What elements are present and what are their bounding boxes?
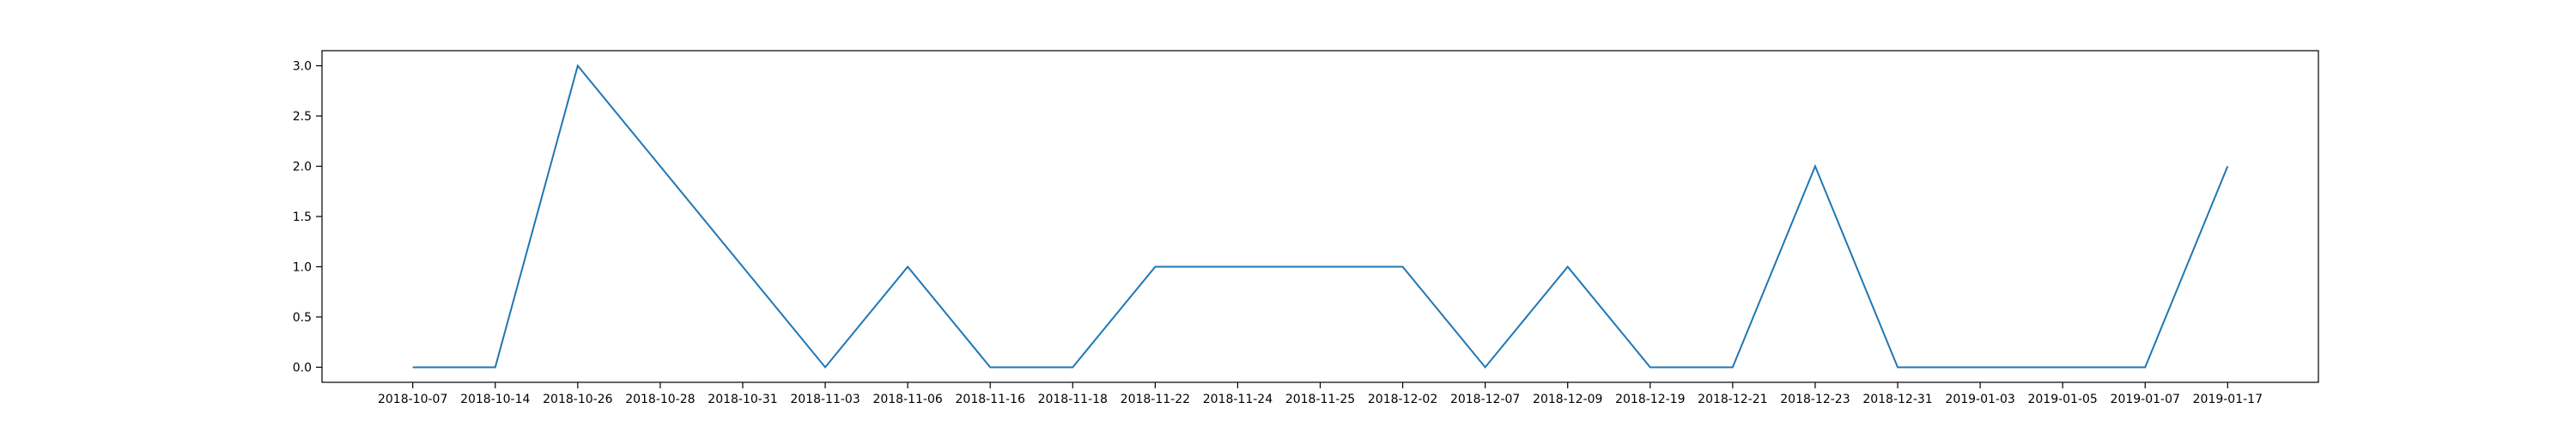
x-tick-label: 2018-11-18 [1038, 393, 1108, 406]
x-tick-label: 2018-10-26 [543, 393, 612, 406]
x-tick-label: 2018-10-07 [378, 393, 447, 406]
x-tick-label: 2018-11-22 [1121, 393, 1190, 406]
x-tick-label: 2018-11-25 [1285, 393, 1355, 406]
x-tick-label: 2018-12-07 [1450, 393, 1520, 406]
x-tick-label: 2018-10-31 [708, 393, 777, 406]
x-tick-label: 2018-10-14 [460, 393, 530, 406]
axes-frame [321, 50, 2319, 383]
x-tick-label: 2018-11-16 [956, 393, 1025, 406]
x-tick-label: 2018-11-03 [790, 393, 860, 406]
x-tick-label: 2018-11-24 [1203, 393, 1273, 406]
plot-area: 0.0 0.5 1.0 1.5 2.0 2.5 3.0 2018-10-07 2018-10-1… [293, 50, 2319, 406]
x-tick-label: 2018-11-06 [872, 393, 942, 406]
y-tick-label: 1.5 [293, 210, 312, 224]
x-tick-label: 2018-12-09 [1533, 393, 1602, 406]
y-tick-label: 0.0 [293, 361, 312, 375]
x-tick-label: 2018-12-31 [1862, 393, 1932, 406]
x-tick-label: 2018-12-21 [1698, 393, 1767, 406]
x-tick-label: 2018-10-28 [625, 393, 695, 406]
x-tick-label: 2019-01-17 [2193, 393, 2263, 406]
y-tick-label: 2.0 [293, 161, 312, 174]
x-tick-label: 2018-12-23 [1780, 393, 1850, 406]
y-tick-label: 2.5 [293, 110, 312, 124]
x-tick-label: 2018-12-19 [1615, 393, 1685, 406]
y-tick-label: 3.0 [293, 60, 312, 74]
series-line [412, 64, 2229, 369]
x-tick-label: 2019-01-07 [2111, 393, 2180, 406]
y-tick-label: 1.0 [293, 260, 312, 274]
x-tick-label: 2019-01-03 [1945, 393, 2014, 406]
x-tick-label: 2018-12-02 [1368, 393, 1437, 406]
y-tick-label: 0.5 [293, 311, 312, 325]
x-tick-label: 2019-01-05 [2027, 393, 2097, 406]
